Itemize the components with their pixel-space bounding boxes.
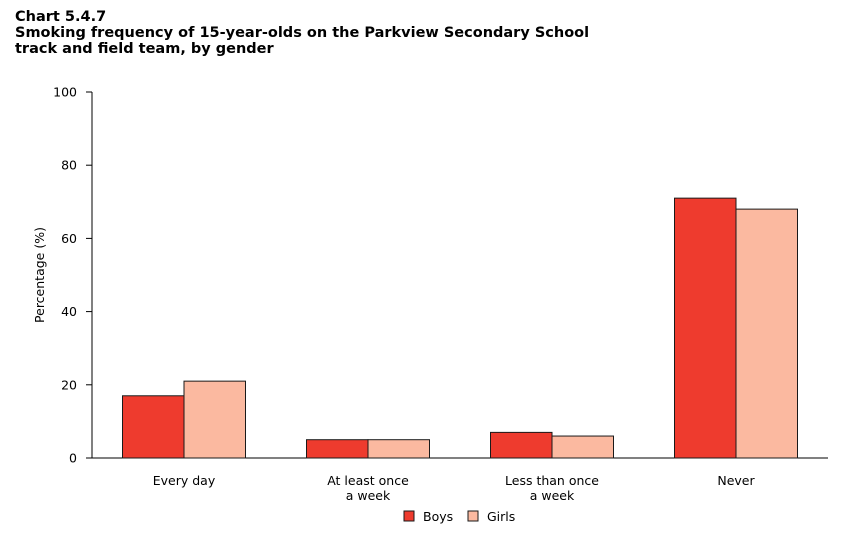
chart-title-block: Chart 5.4.7 Smoking frequency of 15-year… [15, 9, 589, 57]
bar-girls [551, 435, 614, 459]
chart-number: Chart 5.4.7 [15, 9, 107, 25]
bars [122, 197, 798, 459]
y-axis-label: Percentage (%) [32, 227, 47, 323]
y-tick-label: 100 [53, 85, 77, 100]
x-tick-label: Every day [153, 473, 216, 488]
legend-label-boys: Boys [423, 509, 453, 524]
x-tick-label: a week [346, 488, 391, 503]
bar-boys [674, 197, 737, 459]
y-tick-label: 20 [61, 377, 77, 392]
y-tick-label: 80 [61, 158, 77, 173]
y-tick-label: 0 [69, 451, 77, 466]
bar-boys [490, 431, 553, 459]
y-tick-label: 60 [61, 231, 77, 246]
x-tick-label: Never [717, 473, 755, 488]
y-tick-label: 40 [61, 304, 77, 319]
legend: Boys Girls [403, 509, 515, 524]
bar-girls [367, 439, 430, 459]
bar-boys [122, 395, 185, 459]
legend-swatch-girls [467, 510, 479, 522]
bar-girls [735, 208, 798, 459]
chart-title-line-1: Smoking frequency of 15-year-olds on the… [15, 25, 590, 41]
bar-girls [183, 380, 246, 459]
x-tick-label: At least once [327, 473, 409, 488]
bar-boys [306, 439, 369, 459]
x-tick-label: a week [530, 488, 575, 503]
legend-label-girls: Girls [487, 509, 515, 524]
x-tick-label: Less than once [505, 473, 599, 488]
chart-title-line-2: track and field team, by gender [15, 41, 274, 57]
y-axis: 0 20 40 60 80 100 [53, 85, 93, 466]
legend-swatch-boys [403, 510, 415, 522]
